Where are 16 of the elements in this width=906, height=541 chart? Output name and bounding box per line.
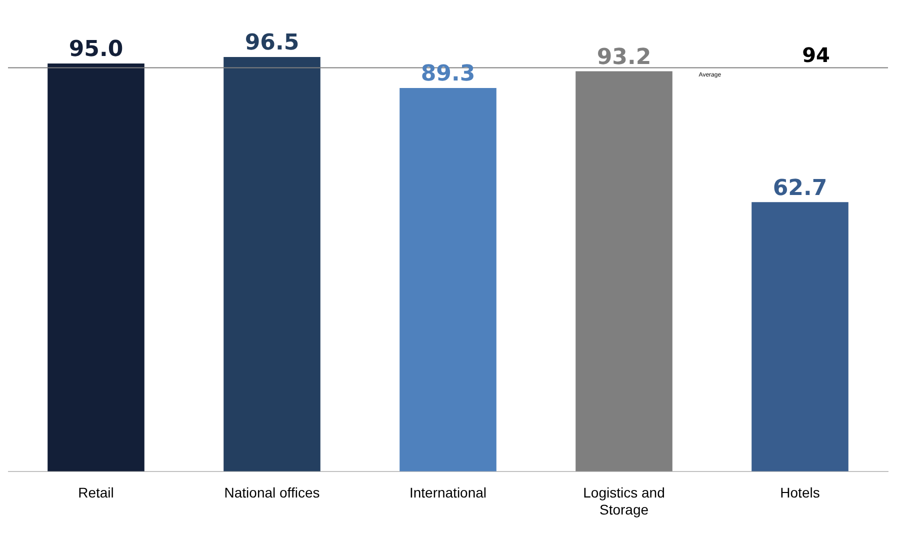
bar xyxy=(576,71,672,472)
data-label: 96.5 xyxy=(244,30,300,56)
data-label: 95.0 xyxy=(68,37,124,62)
x-tick-label: Retail xyxy=(78,484,114,501)
x-tick-label: Hotels xyxy=(780,484,820,501)
data-label: 62.7 xyxy=(772,176,828,201)
data-label: 89.3 xyxy=(420,62,476,87)
bar xyxy=(400,88,496,472)
x-tick-label: Logistics and Storage xyxy=(583,484,665,518)
data-label: 93.2 xyxy=(596,44,652,70)
x-tick-label: National offices xyxy=(224,484,320,501)
bar xyxy=(224,57,320,472)
x-tick-label: International xyxy=(409,484,487,501)
annotation: 94 xyxy=(802,42,830,67)
bar xyxy=(752,202,848,472)
bar xyxy=(48,63,144,472)
